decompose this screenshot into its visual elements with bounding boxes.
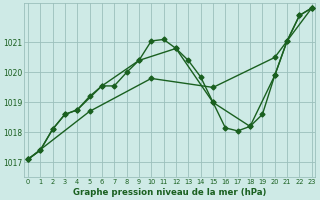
X-axis label: Graphe pression niveau de la mer (hPa): Graphe pression niveau de la mer (hPa) [73, 188, 267, 197]
